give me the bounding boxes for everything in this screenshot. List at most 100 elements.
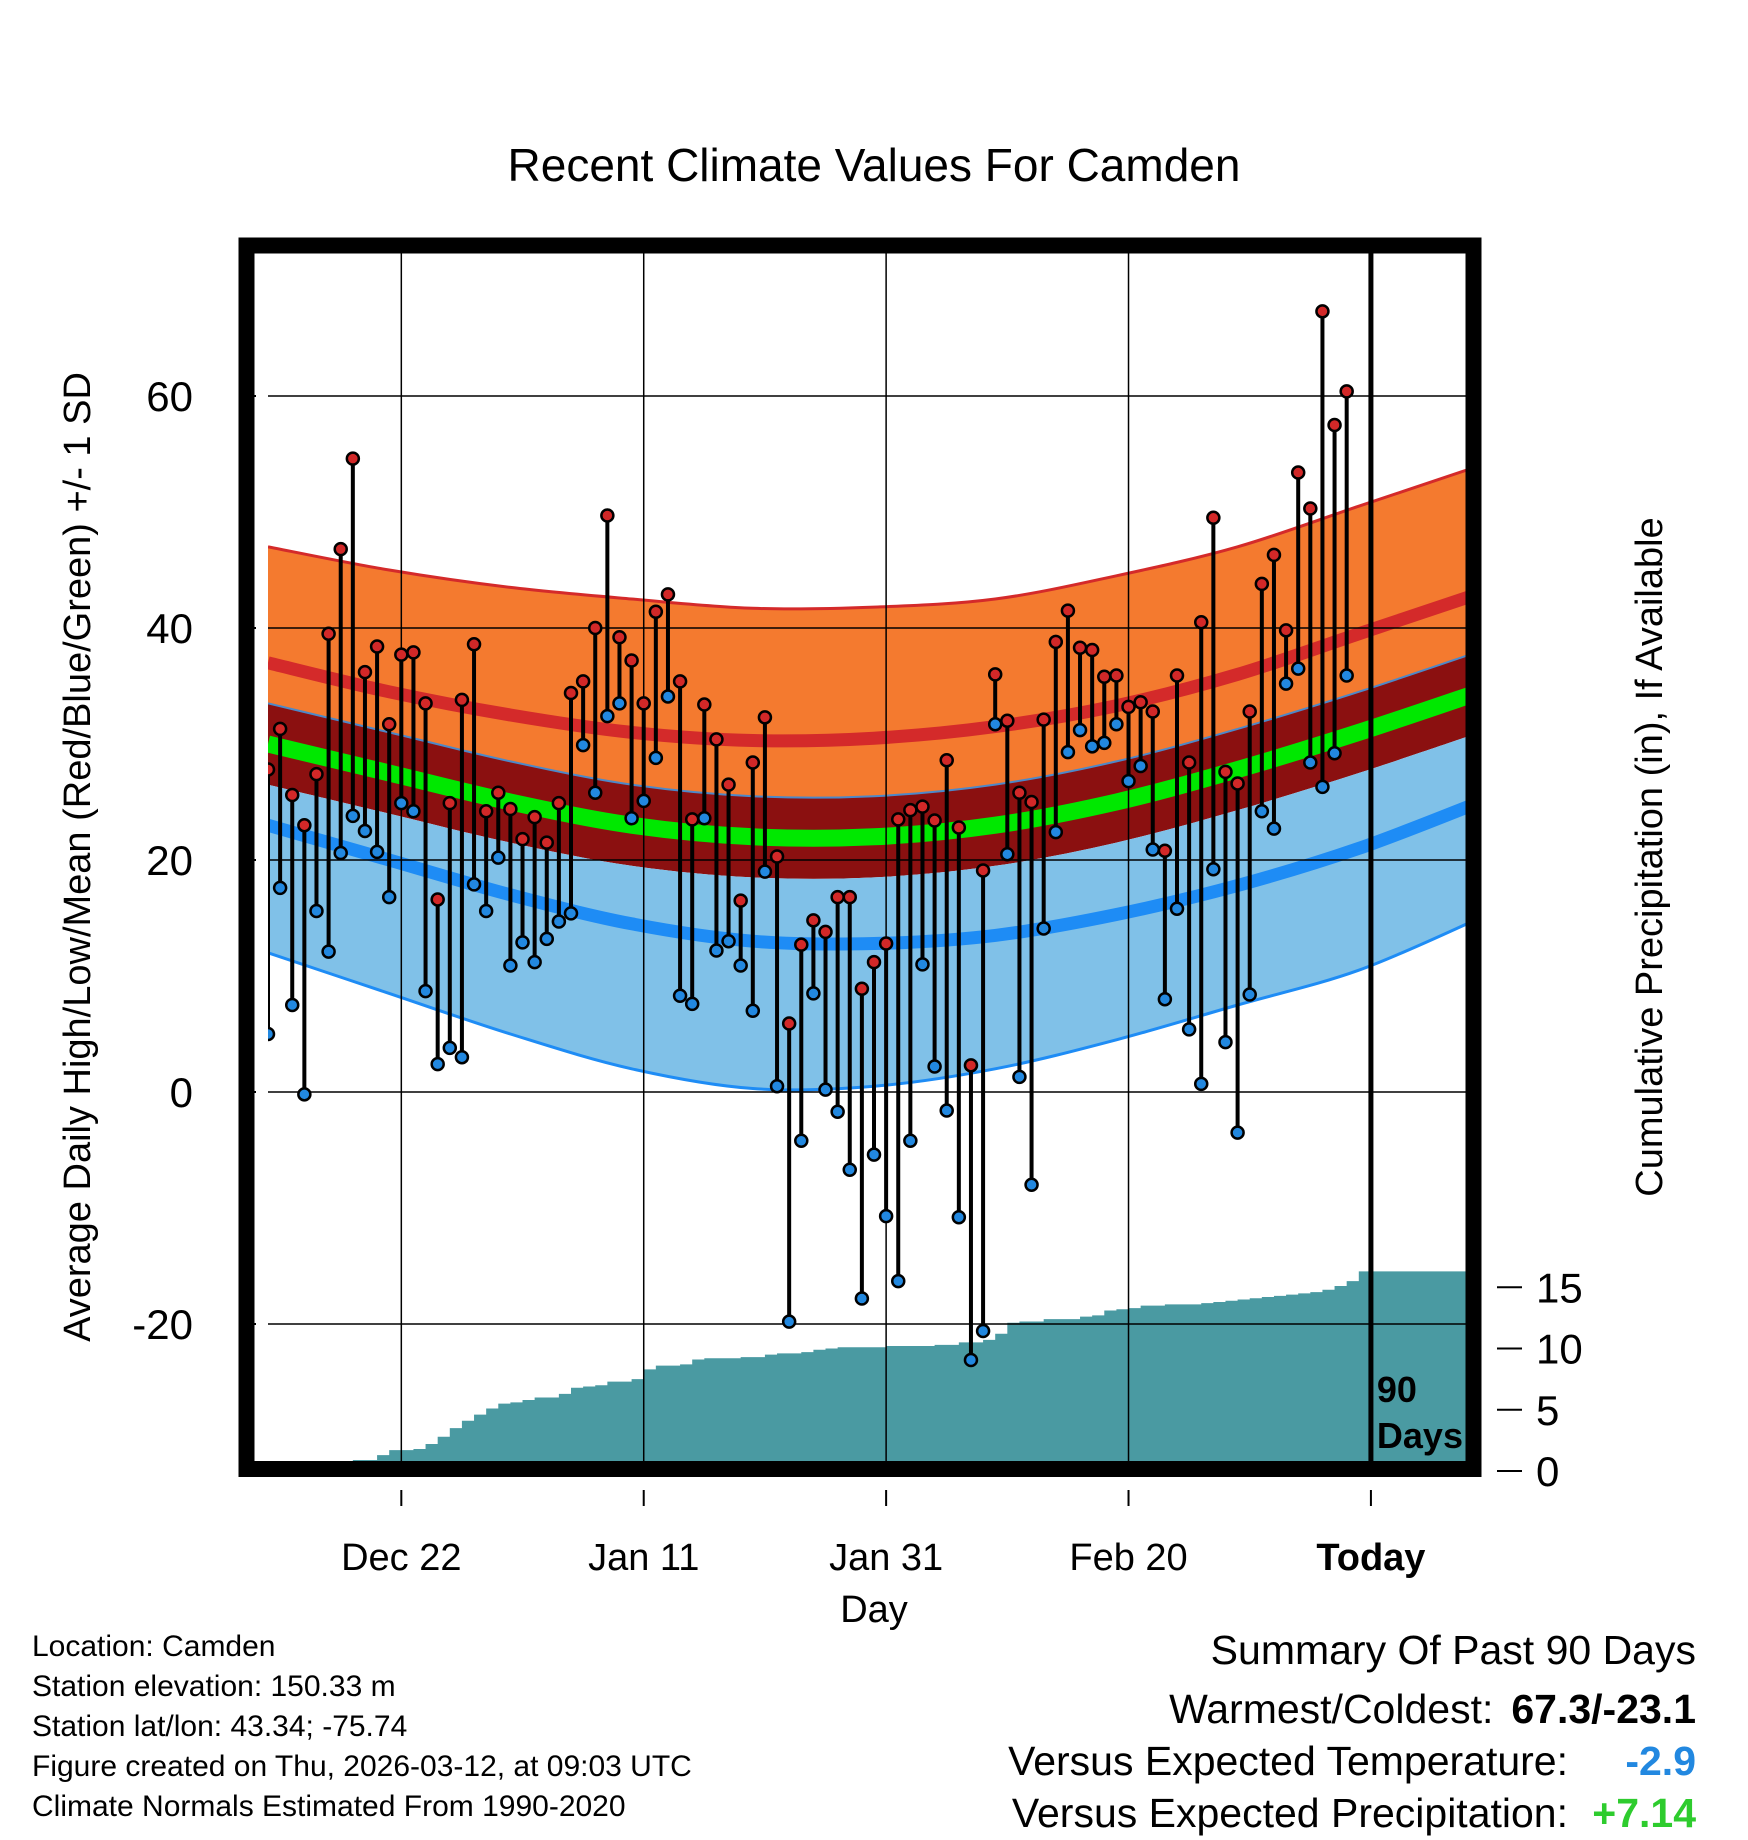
daily-low-point	[1012, 1069, 1027, 1085]
daily-low-point	[915, 957, 930, 972]
low-inner-band	[268, 736, 1467, 945]
high-sd-upper-line	[268, 468, 1467, 611]
daily-low-point	[975, 1323, 991, 1339]
daily-low-point	[1169, 901, 1185, 916]
daily-low-point	[697, 810, 712, 826]
daily-high-point	[600, 508, 615, 523]
daily-low-point	[624, 810, 639, 826]
daily-low-point	[1254, 804, 1270, 819]
daily-high-point	[587, 620, 603, 636]
daily-low-point	[769, 1078, 785, 1094]
daily-high-point	[345, 451, 361, 466]
daily-high-point	[491, 785, 506, 800]
daily-high-point	[369, 639, 385, 654]
daily-high-point	[406, 645, 421, 660]
summary-title: Summary Of Past 90 Days	[1210, 1627, 1696, 1673]
daily-low-point	[1339, 668, 1354, 683]
daily-low-point	[1290, 661, 1306, 676]
daily-low-point	[1303, 755, 1318, 770]
daily-low-point	[878, 1208, 894, 1224]
daily-low-point	[527, 954, 542, 970]
daily-low-point	[1036, 921, 1051, 936]
daily-low-point	[1060, 744, 1076, 760]
daily-low-point	[745, 1003, 761, 1019]
daily-high-point	[309, 766, 324, 782]
daily-high-point	[1266, 547, 1282, 563]
x-axis-label: Day	[840, 1589, 908, 1631]
daily-high-point	[381, 717, 397, 732]
daily-low-point	[721, 933, 736, 949]
daily-low-point	[309, 903, 324, 919]
daily-low-point	[866, 1147, 882, 1162]
daily-high-point	[866, 954, 882, 970]
daily-low-point	[418, 983, 433, 999]
daily-low-point	[454, 1049, 470, 1065]
temp-anomaly-row: Versus Expected Temperature: -2.9	[1008, 1736, 1696, 1786]
y-tick-label: 60	[146, 373, 193, 420]
daily-high-point	[321, 626, 336, 642]
daily-low-point	[757, 864, 773, 879]
daily-high-point	[515, 831, 530, 847]
daily-low-point	[345, 808, 361, 824]
daily-high-point	[333, 541, 348, 557]
daily-high-point	[794, 937, 809, 952]
daily-high-point	[478, 804, 494, 819]
daily-low-point	[830, 1104, 845, 1119]
daily-low-point	[806, 986, 821, 1001]
daily-low-point	[587, 785, 603, 800]
daily-high-point	[915, 799, 930, 814]
daily-low-point	[987, 717, 1003, 732]
daily-high-point	[1072, 640, 1088, 655]
daily-low-point	[503, 958, 518, 973]
daily-high-point	[551, 795, 567, 811]
daily-high-point	[1000, 713, 1015, 729]
daily-high-point	[1060, 603, 1076, 618]
daily-low-point	[268, 1026, 276, 1042]
x-tick-label: Today	[1316, 1537, 1425, 1579]
daily-high-point	[394, 647, 409, 662]
daily-high-point	[430, 892, 445, 907]
daily-low-point	[600, 708, 615, 724]
high-sd-band	[268, 469, 1467, 741]
y-tick-label: -20	[132, 1301, 193, 1348]
daily-high-point	[297, 817, 312, 833]
daily-high-point	[757, 710, 773, 725]
avg-dark-band	[268, 655, 1467, 879]
daily-high-point	[697, 697, 712, 712]
daily-high-point	[1036, 712, 1051, 727]
daily-high-point	[1254, 576, 1270, 592]
y2-tick-label: 5	[1536, 1387, 1559, 1434]
daily-low-point	[709, 943, 724, 958]
daily-low-point	[636, 793, 651, 809]
warmest-coldest-value: 67.3/-23.1	[1511, 1686, 1696, 1732]
daily-low-point	[963, 1352, 979, 1368]
daily-high-point	[1121, 699, 1136, 715]
daily-low-point	[1097, 735, 1112, 751]
daily-high-point	[624, 653, 639, 668]
daily-high-point	[539, 835, 555, 850]
daily-high-point	[842, 889, 858, 905]
y-tick-label: 40	[146, 605, 193, 652]
daily-low-point	[794, 1133, 809, 1148]
daily-low-point	[1278, 676, 1294, 691]
daily-low-point	[563, 906, 579, 921]
daily-high-point	[527, 809, 542, 825]
daily-high-point	[503, 801, 518, 817]
daily-low-point	[1353, 0, 1365, 6]
daily-low-point	[733, 958, 748, 973]
daily-low-point	[1193, 1076, 1209, 1092]
daily-low-point	[1084, 739, 1100, 754]
daily-high-point	[612, 630, 627, 645]
daily-high-point	[987, 667, 1003, 682]
daily-high-point	[1181, 755, 1197, 770]
plot-area: 90 Days	[268, 0, 1467, 1464]
daily-low-point	[612, 696, 627, 711]
daily-high-point	[357, 664, 373, 680]
daily-low-point	[515, 935, 530, 950]
daily-high-point	[1230, 776, 1245, 791]
daily-low-point	[369, 844, 385, 860]
daily-low-point	[333, 845, 348, 861]
daily-high-point	[1218, 764, 1233, 780]
daily-high-point	[769, 849, 785, 864]
